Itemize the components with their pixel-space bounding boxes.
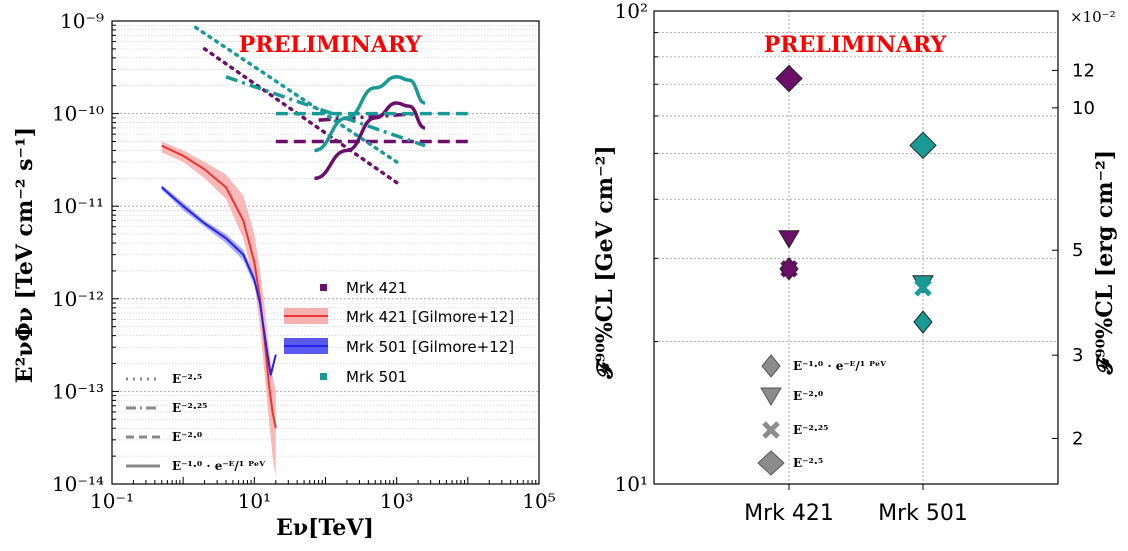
linestyle-label-e25: E⁻²·⁵: [172, 372, 202, 386]
left-x-tick-label: 10⁵: [522, 489, 555, 513]
right-y2-tick-label: 3: [1072, 345, 1083, 366]
legend-marker-mrk421: [320, 284, 327, 291]
marker-diamond-small: [913, 310, 933, 334]
right-axis-ticks: Mrk 421 Mrk 501 10¹ 10² 12 10 5 3 2: [615, 0, 1095, 526]
linestyle-label-e20: E⁻²·⁰: [172, 430, 202, 444]
left-x-axis-label: Eν[TeV]: [276, 515, 374, 541]
right-y2-axis-label: 𝓕⁹⁰%CL [erg cm⁻²]: [1092, 150, 1118, 375]
right-preliminary-label: PRELIMINARY: [764, 32, 947, 58]
right-x-tick-label: Mrk 501: [878, 501, 968, 526]
legend-label-mrk421-gilmore: Mrk 421 [Gilmore+12]: [346, 308, 514, 326]
left-y-tick-label: 10⁻¹³: [52, 379, 104, 403]
legend-marker-x: [762, 421, 780, 439]
legend-label-e10: E⁻¹·⁰ · e⁻ᴱ/¹ ᴾᵉⱽ: [793, 359, 886, 373]
legend-label-e20: E⁻²·⁰: [793, 389, 823, 403]
right-x-tick-label: Mrk 421: [744, 501, 834, 526]
marker-diamond-large: [775, 64, 803, 93]
left-y-tick-label: 10⁻¹⁰: [52, 102, 104, 126]
linestyle-label-e10: E⁻¹·⁰ · e⁻ᴱ/¹ ᴾᵉⱽ: [172, 459, 265, 473]
left-y-axis-label: E²νΦν [TeV cm⁻² s⁻¹]: [12, 127, 38, 383]
marker-x: [914, 278, 932, 297]
series-mrk501-dotted: [193, 25, 399, 164]
right-y2-tick-label: 2: [1072, 428, 1083, 449]
legend-marker-mrk501: [320, 373, 327, 380]
left-series: [161, 25, 468, 477]
right-y2-tick-label: 5: [1072, 240, 1083, 261]
series-mrk501-dashdot: [225, 75, 426, 148]
left-linestyle-legend: E⁻²·⁵ E⁻²·²⁵ E⁻²·⁰ E⁻¹·⁰ · e⁻ᴱ/¹ ᴾᵉⱽ: [126, 372, 265, 473]
right-y-axis-label: 𝓕⁹⁰%CL [GeV cm⁻²]: [592, 145, 618, 379]
right-y-tick-label: 10¹: [615, 472, 648, 496]
series-mrk421-dashdot: [318, 111, 419, 122]
legend-label-mrk501-gilmore: Mrk 501 [Gilmore+12]: [346, 338, 514, 356]
right-grid: [654, 10, 1058, 485]
left-y-tick-label: 10⁻⁹: [60, 9, 104, 33]
series-mrk421-dotted: [202, 47, 399, 185]
legend-label-e225: E⁻²·²⁵: [793, 423, 828, 437]
linestyle-label-e225: E⁻²·²⁵: [172, 401, 207, 415]
series-mrk421-solid: [314, 101, 426, 181]
left-y-tick-label: 10⁻¹¹: [52, 194, 104, 218]
left-preliminary-label: PRELIMINARY: [239, 32, 422, 58]
right-plot-frame: [653, 10, 1059, 485]
right-y2-tick-label: 10: [1072, 98, 1095, 119]
marker-diamond-small: [779, 257, 799, 281]
right-marker-legend: E⁻¹·⁰ · e⁻ᴱ/¹ ᴾᵉⱽ E⁻²·⁰ E⁻²·²⁵ E⁻²·⁵: [757, 354, 886, 476]
left-x-tick-label: 10³: [380, 489, 413, 513]
series-mrk501-solid: [314, 75, 426, 153]
legend-label-mrk501: Mrk 501: [346, 368, 407, 386]
legend-label-mrk421: Mrk 421: [346, 279, 407, 297]
legend-marker-diamond-large: [757, 450, 785, 476]
left-series-legend: Mrk 421 Mrk 421 [Gilmore+12] Mrk 501 [Gi…: [284, 279, 514, 386]
left-y-tick-label: 10⁻¹⁴: [52, 472, 104, 496]
left-x-tick-label: 10⁻¹: [90, 489, 134, 513]
left-x-tick-label: 10¹: [238, 489, 271, 513]
left-y-tick-label: 10⁻¹²: [52, 287, 104, 311]
left-grid: [112, 24, 539, 485]
right-y-tick-label: 10²: [615, 0, 648, 23]
marker-diamond-large: [909, 131, 937, 160]
line-mrk421-gilmore: [161, 144, 277, 429]
right-y2-tick-label: 12: [1072, 60, 1095, 81]
band-mrk421-gilmore: [161, 141, 276, 477]
line-mrk501-gilmore: [161, 186, 277, 376]
legend-label-e25: E⁻²·⁵: [793, 456, 823, 470]
marker-triangle-down: [778, 230, 800, 249]
right-y2-multiplier: ×10⁻²: [1070, 8, 1116, 26]
legend-marker-triangle: [760, 387, 782, 406]
right-series: [775, 64, 937, 334]
legend-marker-diamond-small: [761, 354, 781, 378]
